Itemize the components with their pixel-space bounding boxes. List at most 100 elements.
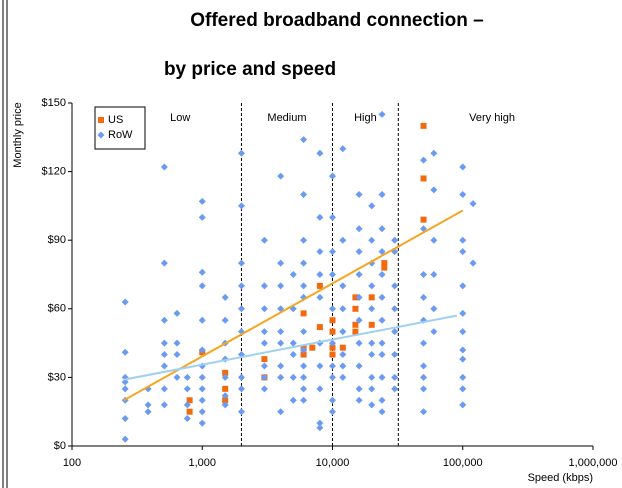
point (420, 362, 428, 370)
point (355, 339, 363, 347)
point (355, 248, 363, 256)
point (459, 328, 467, 336)
y-tick-label: $90 (48, 234, 66, 246)
point (368, 294, 375, 301)
point (121, 435, 129, 443)
point (160, 401, 168, 409)
point (329, 248, 336, 256)
point (121, 298, 129, 306)
point (378, 271, 386, 278)
point (221, 392, 229, 400)
legend-marker (98, 117, 104, 123)
point (368, 373, 376, 381)
point (391, 236, 399, 244)
point (378, 248, 386, 256)
point (459, 282, 467, 290)
point (355, 362, 363, 370)
point (277, 172, 285, 180)
point (420, 216, 427, 223)
trend-line (123, 209, 464, 402)
point (260, 385, 268, 393)
point (198, 346, 206, 354)
point (160, 351, 168, 359)
point (198, 408, 206, 416)
point (160, 339, 168, 347)
point (300, 396, 308, 404)
point (316, 293, 324, 301)
point (329, 339, 336, 347)
point (121, 385, 129, 393)
point (300, 236, 308, 244)
point (261, 356, 268, 363)
point (300, 136, 308, 144)
point (329, 317, 336, 324)
point (329, 305, 336, 313)
point (339, 362, 347, 370)
point (355, 271, 363, 278)
point (378, 316, 386, 324)
point (378, 351, 386, 359)
legend-label: RoW (108, 129, 133, 141)
point (355, 385, 363, 393)
y-tick-label: $120 (42, 166, 66, 178)
point (316, 248, 324, 256)
point (391, 282, 399, 290)
point (378, 190, 386, 198)
point (221, 373, 229, 381)
point (459, 355, 467, 363)
point (300, 259, 308, 267)
point (121, 415, 129, 423)
x-tick-label: 1,000,000 (569, 457, 618, 469)
point (260, 373, 268, 381)
point (329, 271, 336, 278)
point (368, 321, 375, 328)
point (368, 401, 376, 409)
point (237, 408, 245, 416)
point (221, 316, 229, 324)
x-tick-label: 100,000 (443, 457, 483, 469)
point (391, 351, 399, 359)
point (144, 401, 152, 409)
point (316, 271, 324, 278)
point (277, 339, 285, 347)
point (378, 339, 386, 347)
point (459, 346, 467, 354)
point (289, 271, 297, 278)
point (329, 351, 336, 358)
point (459, 163, 467, 171)
point (430, 328, 438, 336)
point (198, 373, 206, 381)
point (237, 305, 245, 313)
chart-subtitle: by price and speed (164, 59, 336, 80)
point (277, 408, 285, 416)
point (459, 385, 467, 393)
y-tick-label: $60 (48, 303, 66, 315)
point (329, 408, 336, 416)
point (368, 236, 376, 244)
legend-box (94, 106, 146, 150)
point (469, 259, 477, 267)
point (329, 373, 336, 381)
point (316, 324, 323, 331)
point (459, 373, 467, 381)
point (183, 385, 191, 393)
point (391, 385, 399, 393)
point (173, 339, 181, 347)
point (355, 396, 363, 404)
point (300, 362, 308, 370)
point (420, 339, 428, 347)
point (381, 260, 388, 267)
point (420, 293, 428, 301)
region-label: High (354, 112, 377, 124)
point (183, 373, 191, 381)
point (198, 197, 206, 205)
point (420, 122, 427, 129)
point (198, 268, 206, 276)
point (329, 396, 336, 404)
point (260, 305, 268, 313)
point (430, 186, 438, 194)
point (430, 149, 438, 157)
point (368, 351, 376, 359)
point (277, 362, 285, 370)
